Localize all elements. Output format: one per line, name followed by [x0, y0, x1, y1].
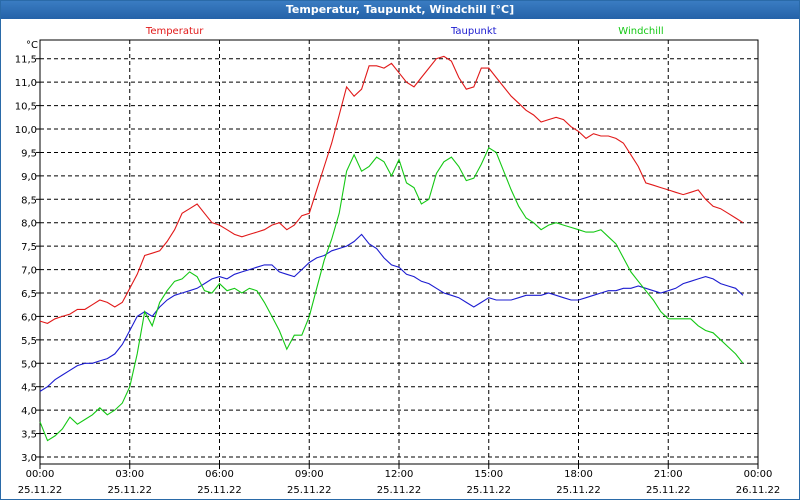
y-tick-label: 8,0 — [21, 219, 37, 230]
y-axis-unit: °C — [26, 40, 38, 51]
x-tick-date: 25.11.22 — [556, 485, 601, 496]
y-tick-label: 10,0 — [15, 125, 37, 136]
y-tick-label: 4,5 — [21, 383, 37, 394]
y-tick-label: 7,0 — [21, 266, 37, 277]
y-tick-label: 10,5 — [15, 102, 37, 113]
legend-windchill: Windchill — [618, 26, 663, 37]
y-tick-label: 8,5 — [21, 195, 37, 206]
x-tick-time: 15:00 — [474, 469, 503, 480]
x-tick-time: 12:00 — [385, 469, 414, 480]
series-line-windchill — [39, 147, 744, 442]
x-tick-date: 25.11.22 — [377, 485, 422, 496]
x-tick-time: 00:00 — [744, 469, 773, 480]
y-tick-label: 4,0 — [21, 406, 37, 417]
y-tick-label: 11,5 — [15, 55, 37, 66]
series-line-temperatur — [39, 55, 744, 324]
y-tick-label: 3,5 — [21, 430, 37, 441]
x-tick-date: 25.11.22 — [197, 485, 242, 496]
x-tick-time: 06:00 — [205, 469, 234, 480]
x-tick-time: 09:00 — [295, 469, 324, 480]
window-title: Temperatur, Taupunkt, Windchill [°C] — [1, 1, 799, 19]
x-tick-date: 25.11.22 — [466, 485, 511, 496]
x-tick-time: 03:00 — [115, 469, 144, 480]
x-tick-date: 25.11.22 — [646, 485, 691, 496]
y-tick-label: 5,5 — [21, 336, 37, 347]
y-tick-label: 7,5 — [21, 242, 37, 253]
x-tick-time: 00:00 — [26, 469, 55, 480]
x-tick-date: 25.11.22 — [287, 485, 332, 496]
y-tick-label: 9,5 — [21, 148, 37, 159]
y-tick-label: 5,0 — [21, 359, 37, 370]
x-tick-time: 18:00 — [564, 469, 593, 480]
y-tick-label: 6,5 — [21, 289, 37, 300]
y-tick-label: 11,0 — [15, 78, 37, 89]
y-tick-label: 3,0 — [21, 453, 37, 464]
legend-taupunkt: Taupunkt — [450, 26, 497, 37]
x-tick-date: 26.11.22 — [736, 485, 781, 496]
y-tick-label: 9,0 — [21, 172, 37, 183]
y-tick-label: 6,0 — [21, 312, 37, 323]
legend-temperatur: Temperatur — [145, 26, 204, 37]
x-tick-date: 25.11.22 — [18, 485, 63, 496]
x-tick-date: 25.11.22 — [107, 485, 152, 496]
x-tick-time: 21:00 — [654, 469, 683, 480]
